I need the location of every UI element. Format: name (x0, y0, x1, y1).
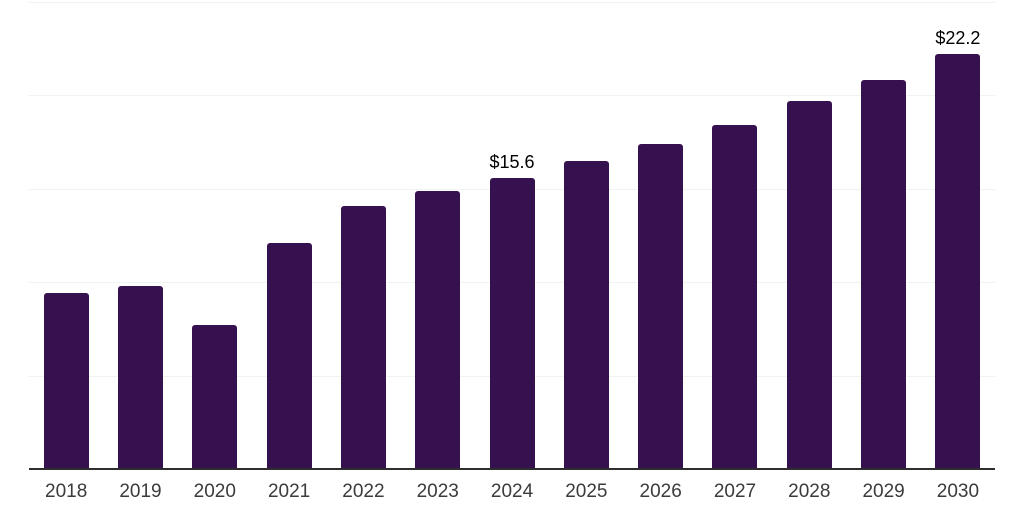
bar-2023 (415, 190, 461, 469)
x-tick-label-2022: 2022 (342, 481, 385, 502)
bar-band-2027 (698, 2, 772, 469)
x-tick-label-2018: 2018 (45, 481, 88, 502)
bar-band-2020 (178, 2, 252, 469)
x-tick-label-2029: 2029 (862, 481, 905, 502)
bar-2026 (638, 143, 684, 469)
x-tick-label-2024: 2024 (490, 481, 534, 502)
x-tick-label-2026: 2026 (639, 481, 682, 502)
bar-band-2023 (401, 2, 475, 469)
x-tick-label-2028: 2028 (788, 481, 831, 502)
gridline-20 (29, 95, 995, 97)
data-label-2030: $22.2 (935, 28, 981, 49)
bar-band-2019 (103, 2, 177, 469)
bar-band-2018 (29, 2, 103, 469)
bar-band-2028 (772, 2, 846, 469)
x-tick-label-2030: 2030 (936, 481, 980, 502)
bar-2028 (786, 101, 832, 469)
bar-band-2029 (846, 2, 920, 469)
x-tick-label-2020: 2020 (193, 481, 236, 502)
x-tick-label-2023: 2023 (416, 481, 459, 502)
bar-2022 (340, 205, 386, 469)
gridline-25 (29, 2, 995, 3)
bar-2027 (712, 125, 758, 469)
x-axis-line (29, 468, 995, 470)
x-axis-labels: 2018 2019 2020 2021 2022 2023 2024 2025 2026 2027… (29, 482, 995, 501)
bar-band-2030: $22.2 (921, 2, 995, 469)
bar-2030 (935, 54, 981, 469)
bar-2021 (266, 242, 312, 469)
bar-2020 (192, 325, 238, 469)
bar-band-2021 (252, 2, 326, 469)
bar-2025 (563, 160, 609, 469)
bar-2024 (489, 177, 535, 469)
x-tick-label-2021: 2021 (267, 481, 311, 502)
plot-area: $15.6 $22.2 (29, 2, 995, 470)
x-tick-label-2019: 2019 (119, 481, 162, 502)
bars-container: $15.6 $22.2 (29, 2, 995, 469)
bar-band-2024: $15.6 (475, 2, 549, 469)
bar-band-2022 (326, 2, 400, 469)
bar-2019 (117, 285, 163, 469)
bar-band-2026 (624, 2, 698, 469)
bar-2018 (43, 293, 89, 469)
bar-band-2025 (549, 2, 623, 469)
x-tick-label-2025: 2025 (565, 481, 608, 502)
data-label-2024: $15.6 (489, 151, 535, 172)
x-tick-label-2027: 2027 (713, 481, 757, 502)
bar-2029 (861, 80, 907, 469)
